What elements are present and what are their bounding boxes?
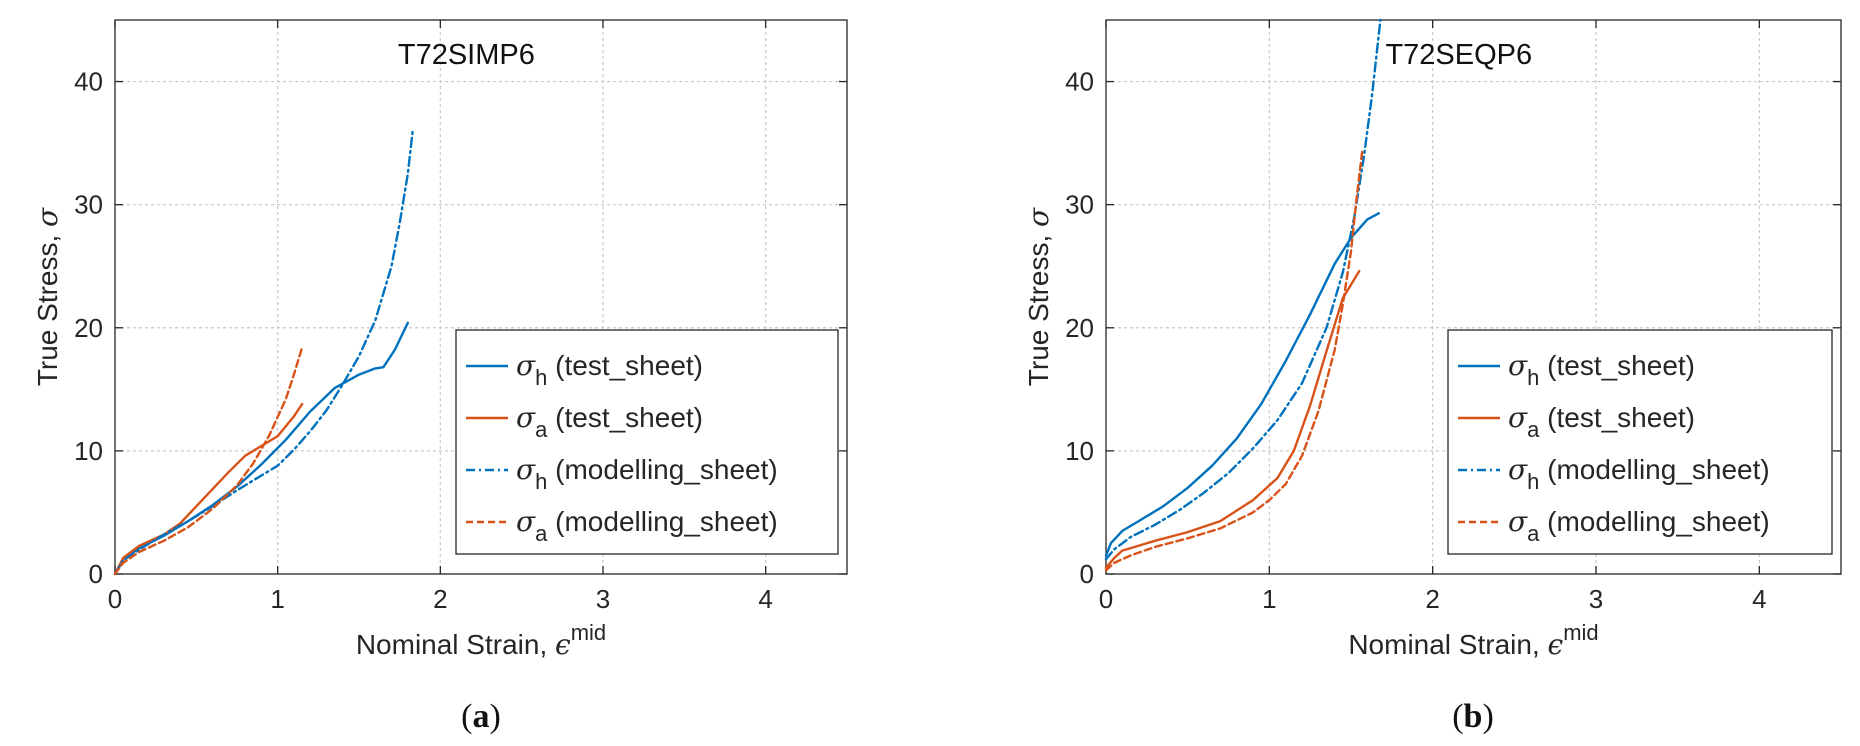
y-tick-label: 40 bbox=[74, 67, 103, 97]
x-tick-label: 1 bbox=[270, 584, 284, 614]
caption-letter: a bbox=[473, 698, 490, 735]
chart-title: T72SEQP6 bbox=[1385, 39, 1532, 71]
x-tick-label: 3 bbox=[1589, 584, 1603, 614]
legend-entry-2: σa (test_sheet) bbox=[516, 401, 703, 442]
y-tick-label: 20 bbox=[74, 313, 103, 343]
x-tick-label: 4 bbox=[1752, 584, 1766, 614]
chart-title: T72SIMP6 bbox=[398, 39, 535, 71]
legend-label: (test_sheet) bbox=[547, 350, 703, 381]
y-tick-label: 30 bbox=[74, 190, 103, 220]
legend-subscript: h bbox=[535, 469, 547, 494]
x-tick-label: 2 bbox=[433, 584, 447, 614]
x-tick-label: 0 bbox=[108, 584, 122, 614]
y-tick-label: 40 bbox=[1065, 67, 1094, 97]
legend-subscript: a bbox=[535, 521, 548, 546]
legend-entry-4: σa (modelling_sheet) bbox=[1508, 505, 1770, 546]
y-tick-label: 30 bbox=[1065, 190, 1094, 220]
y-axis-label: True Stress, σ bbox=[1022, 207, 1055, 386]
x-axis-label-text: Nominal Strain, bbox=[356, 629, 555, 660]
legend-subscript: h bbox=[535, 365, 547, 390]
legend-label: (modelling_sheet) bbox=[547, 506, 777, 537]
y-axis-label-text: True Stress, bbox=[32, 227, 63, 386]
x-axis-label-superscript: mid bbox=[1563, 620, 1598, 645]
legend: σh (test_sheet)σa (test_sheet)σh (modell… bbox=[1447, 329, 1833, 555]
panel-caption: (b)(b) bbox=[1452, 698, 1494, 735]
caption-open: ( bbox=[1452, 698, 1463, 735]
axes-box bbox=[114, 19, 848, 575]
series-line-4 bbox=[113, 346, 304, 576]
series-line-3 bbox=[113, 129, 414, 576]
x-tick-label: 4 bbox=[758, 584, 772, 614]
legend-label: (test_sheet) bbox=[1539, 350, 1695, 381]
legend-entry-3: σh (modelling_sheet) bbox=[516, 453, 778, 494]
panel-caption: (a)(a) bbox=[461, 698, 501, 735]
series-line-4 bbox=[1104, 148, 1364, 572]
legend-entry-2: σa (test_sheet) bbox=[1508, 401, 1695, 442]
legend-symbol: σ bbox=[516, 453, 536, 486]
legend-subscript: a bbox=[535, 417, 548, 442]
y-tick-label: 10 bbox=[1065, 436, 1094, 466]
legend: σh (test_sheet)σa (test_sheet)σh (modell… bbox=[455, 329, 839, 555]
legend-label: (modelling_sheet) bbox=[547, 454, 777, 485]
x-tick-label: 3 bbox=[596, 584, 610, 614]
legend-entry-3: σh (modelling_sheet) bbox=[1508, 453, 1770, 494]
legend-entry-4: σa (modelling_sheet) bbox=[516, 505, 778, 546]
series-line-1 bbox=[1104, 212, 1381, 557]
y-tick-label: 0 bbox=[1080, 559, 1094, 589]
series-line-3 bbox=[1104, 18, 1382, 561]
legend-box bbox=[1447, 329, 1833, 555]
x-axis-label-symbol: ϵ bbox=[555, 628, 571, 661]
legend-symbol: σ bbox=[1508, 453, 1528, 486]
legend-subscript: a bbox=[1527, 417, 1540, 442]
legend-subscript: h bbox=[1527, 469, 1539, 494]
y-tick-label: 10 bbox=[74, 436, 103, 466]
legend-entry-1: σh (test_sheet) bbox=[1508, 349, 1695, 390]
series-line-2 bbox=[113, 402, 304, 576]
x-axis-label-symbol: ϵ bbox=[1548, 628, 1564, 661]
legend-symbol: σ bbox=[516, 349, 536, 382]
y-axis-label-symbol: σ bbox=[1022, 207, 1055, 227]
y-axis-label-symbol: σ bbox=[31, 207, 64, 227]
axes-box bbox=[1105, 19, 1842, 575]
legend-label: (modelling_sheet) bbox=[1539, 506, 1769, 537]
legend-symbol: σ bbox=[516, 401, 536, 434]
x-axis-label: Nominal Strain, ϵmid bbox=[1348, 620, 1598, 661]
caption-letter: b bbox=[1464, 698, 1483, 735]
x-axis-label-superscript: mid bbox=[571, 620, 606, 645]
x-tick-label: 2 bbox=[1425, 584, 1439, 614]
legend-symbol: σ bbox=[516, 505, 536, 538]
legend-box bbox=[455, 329, 839, 555]
legend-label: (modelling_sheet) bbox=[1539, 454, 1769, 485]
legend-label: (test_sheet) bbox=[1539, 402, 1695, 433]
y-tick-label: 20 bbox=[1065, 313, 1094, 343]
legend-subscript: h bbox=[1527, 365, 1539, 390]
legend-symbol: σ bbox=[1508, 505, 1528, 538]
caption-close: ) bbox=[1482, 698, 1493, 735]
legend-entry-1: σh (test_sheet) bbox=[516, 349, 703, 390]
x-tick-label: 1 bbox=[1262, 584, 1276, 614]
x-axis-label: Nominal Strain, ϵmid bbox=[356, 620, 606, 661]
legend-label: (test_sheet) bbox=[547, 402, 703, 433]
series-line-1 bbox=[113, 321, 409, 576]
legend-subscript: a bbox=[1527, 521, 1540, 546]
caption-close: ) bbox=[490, 698, 501, 735]
y-tick-label: 0 bbox=[89, 559, 103, 589]
legend-symbol: σ bbox=[1508, 401, 1528, 434]
x-axis-label-text: Nominal Strain, bbox=[1348, 629, 1547, 660]
series-line-2 bbox=[1104, 269, 1361, 569]
legend-symbol: σ bbox=[1508, 349, 1528, 382]
y-axis-label: True Stress, σ bbox=[31, 207, 64, 386]
x-tick-label: 0 bbox=[1099, 584, 1113, 614]
caption-open: ( bbox=[461, 698, 472, 735]
y-axis-label-text: True Stress, bbox=[1023, 227, 1054, 386]
